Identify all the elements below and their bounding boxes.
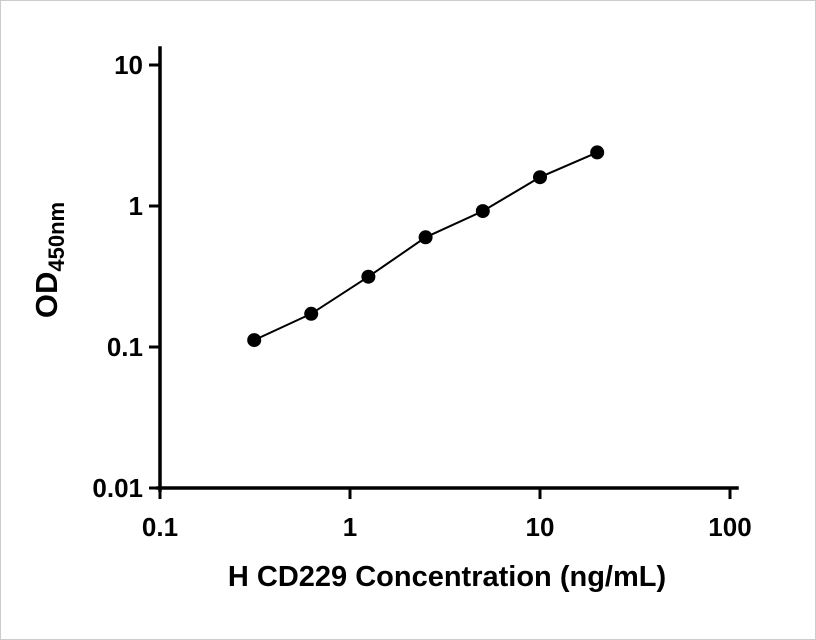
y-tick-label: 10 [114,50,143,80]
y-axis-title-main: OD [29,272,64,319]
x-tick-label: 100 [708,512,751,542]
y-axis-title-subscript: 450nm [44,202,69,272]
y-tick-label: 1 [129,191,143,221]
data-point [590,145,605,160]
data-point [418,230,433,245]
y-tick-label: 0.01 [92,473,143,503]
y-tick-label: 0.1 [107,332,143,362]
data-series [247,145,605,348]
x-tick-label: 0.1 [142,512,178,542]
x-axis-title: H CD229 Concentration (ng/mL) [228,561,666,593]
y-axis-title: OD450nm [29,202,69,318]
data-point [304,306,319,321]
data-point [247,333,262,348]
axes: 0.1 1 10 100 0.01 0.1 1 10 [92,46,752,542]
data-point [533,170,547,185]
x-tick-label: 10 [526,512,555,542]
data-point [475,204,490,219]
x-tick-label: 1 [343,512,357,542]
data-point [361,269,376,284]
